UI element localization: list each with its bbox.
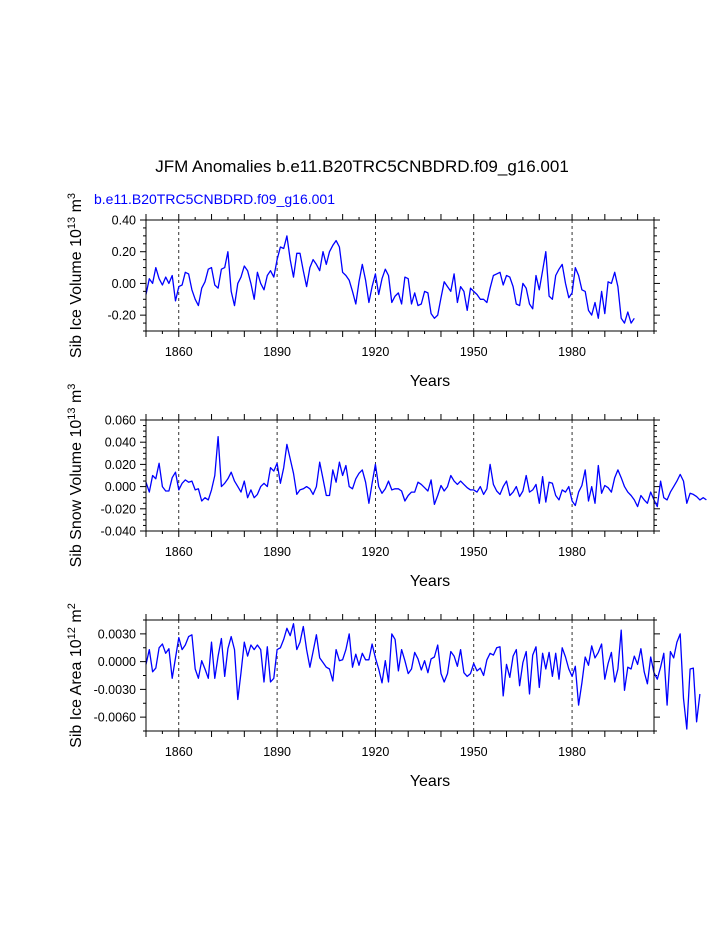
x-tick-label: 1980	[558, 345, 586, 359]
x-axis-label: Years	[410, 773, 450, 790]
x-tick-label: 1920	[362, 345, 390, 359]
x-tick-label: 1920	[362, 745, 390, 759]
y-tick-label: 0.00	[112, 277, 136, 291]
x-tick-label: 1860	[165, 545, 193, 559]
x-tick-label: 1950	[460, 345, 488, 359]
y-tick-label: -0.20	[108, 309, 137, 323]
x-tick-label: 1950	[460, 745, 488, 759]
y-tick-label: 0.0000	[98, 655, 136, 669]
x-tick-label: 1920	[362, 545, 390, 559]
x-tick-label: 1890	[263, 545, 291, 559]
x-tick-label: 1890	[263, 745, 291, 759]
x-tick-label: 1890	[263, 345, 291, 359]
y-axis-label: Sib Ice Area 1012 m2	[66, 603, 85, 748]
y-axis-label: Sib Snow Volume 1013 m3	[66, 384, 85, 568]
y-tick-label: 0.020	[105, 458, 136, 472]
y-tick-label: 0.060	[105, 414, 136, 428]
plot-frame	[145, 419, 655, 532]
x-tick-label: 1980	[558, 745, 586, 759]
x-tick-label: 1860	[165, 345, 193, 359]
panel-sib-ice-area: -0.0060 -0.0030 0.0000 0.0030 1860 1890 1920 19…	[66, 603, 701, 790]
series-line	[145, 235, 635, 324]
y-tick-label: -0.0060	[94, 711, 136, 725]
x-tick-label: 1950	[460, 545, 488, 559]
y-tick-label: -0.0030	[94, 683, 136, 697]
panel-sib-snow-volume: -0.040 -0.020 0.000 0.020 0.040 0.060 1860 1890…	[66, 384, 707, 590]
figure-subtitle: b.e11.B20TRC5CNBDRD.f09_g16.001	[94, 191, 335, 207]
x-tick-label: 1860	[165, 745, 193, 759]
y-tick-label: 0.0030	[98, 627, 136, 641]
plot-frame	[145, 619, 655, 732]
y-tick-label: 0.040	[105, 436, 136, 450]
series-line	[145, 436, 707, 508]
y-tick-label: -0.040	[101, 525, 136, 539]
x-axis-label: Years	[410, 573, 450, 590]
y-axis-label: Sib Ice Volume 1013 m3	[66, 193, 85, 358]
series-line	[145, 623, 701, 730]
y-tick-label: -0.020	[101, 502, 136, 516]
y-tick-label: 0.20	[112, 245, 136, 259]
y-tick-label: 0.000	[105, 480, 136, 494]
y-tick-label: 0.40	[112, 214, 136, 228]
figure-title: JFM Anomalies b.e11.B20TRC5CNBDRD.f09_g1…	[155, 157, 569, 176]
plot-frame	[145, 219, 655, 332]
panel-sib-ice-volume: -0.20 0.00 0.20 0.40 1860 1890 1920 1950 1980 Yea…	[66, 193, 660, 390]
x-tick-label: 1980	[558, 545, 586, 559]
x-axis-label: Years	[410, 373, 450, 390]
